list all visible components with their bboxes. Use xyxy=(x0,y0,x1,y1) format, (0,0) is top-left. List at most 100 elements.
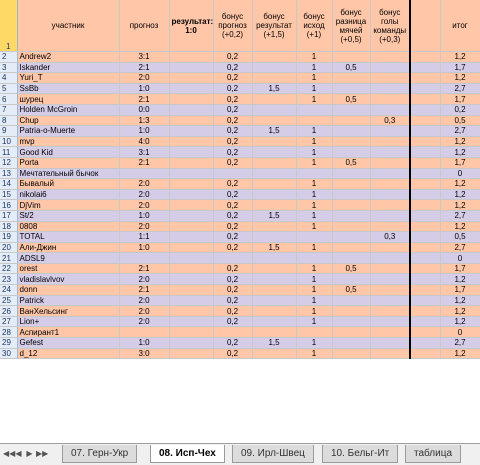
result-cell[interactable] xyxy=(169,252,214,264)
forecast-cell[interactable]: 2:0 xyxy=(119,189,170,201)
row-header[interactable]: 17 xyxy=(0,210,18,222)
col-bonus-forecast-header[interactable]: бонус прогноз (+0,2) xyxy=(213,0,253,52)
forecast-cell[interactable]: 3:0 xyxy=(119,348,170,360)
total-cell[interactable]: 0,5 xyxy=(440,115,480,127)
result-cell[interactable] xyxy=(169,273,214,286)
col-bonus-result-header[interactable]: бонус результат (+1,5) xyxy=(252,0,297,52)
spacer-cell[interactable] xyxy=(409,157,441,169)
row-header[interactable]: 1 xyxy=(0,0,18,52)
spacer-cell[interactable] xyxy=(409,348,441,360)
total-cell[interactable]: 1,2 xyxy=(440,199,480,211)
participant-cell[interactable]: Али-Джин xyxy=(17,242,120,254)
spacer-cell[interactable] xyxy=(409,305,441,317)
bonus-outcome-cell[interactable]: 1 xyxy=(296,178,333,190)
spacer-cell[interactable] xyxy=(409,189,441,201)
spacer-cell[interactable] xyxy=(409,125,441,137)
bonus-goal-diff-cell[interactable] xyxy=(332,295,371,307)
bonus-goal-diff-cell[interactable]: 0,5 xyxy=(332,263,371,275)
participant-cell[interactable]: Iskander xyxy=(17,62,120,74)
bonus-goal-diff-cell[interactable] xyxy=(332,199,371,211)
total-cell[interactable]: 1,2 xyxy=(440,316,480,328)
bonus-forecast-cell[interactable] xyxy=(213,326,253,339)
spacer-cell[interactable] xyxy=(409,115,441,127)
participant-cell[interactable]: Yuri_T xyxy=(17,72,120,84)
result-cell[interactable] xyxy=(169,189,214,201)
row-header[interactable]: 4 xyxy=(0,72,18,84)
forecast-cell[interactable]: 1:0 xyxy=(119,242,170,254)
row-header[interactable]: 3 xyxy=(0,62,18,74)
bonus-result-cell[interactable]: 1,5 xyxy=(252,242,297,254)
result-cell[interactable] xyxy=(169,199,214,211)
bonus-forecast-cell[interactable]: 0,2 xyxy=(213,136,253,148)
bonus-team-goals-cell[interactable] xyxy=(370,263,411,275)
bonus-team-goals-cell[interactable] xyxy=(370,273,411,286)
row-header[interactable]: 26 xyxy=(0,305,18,317)
bonus-team-goals-cell[interactable]: 0,3 xyxy=(370,231,411,243)
participant-cell[interactable]: vladislavlvov xyxy=(17,273,120,286)
total-cell[interactable]: 0 xyxy=(440,326,480,339)
bonus-goal-diff-cell[interactable] xyxy=(332,305,371,317)
total-cell[interactable]: 1,2 xyxy=(440,189,480,201)
bonus-result-cell[interactable] xyxy=(252,305,297,317)
bonus-result-cell[interactable] xyxy=(252,157,297,169)
total-cell[interactable]: 1,2 xyxy=(440,178,480,190)
forecast-cell[interactable]: 2:0 xyxy=(119,221,170,233)
total-cell[interactable]: 1,2 xyxy=(440,146,480,158)
last-sheet-icon[interactable]: ▶▶ xyxy=(36,449,49,458)
bonus-outcome-cell[interactable] xyxy=(296,104,333,116)
bonus-result-cell[interactable] xyxy=(252,146,297,158)
tab-10[interactable]: 10. Бельг-Ит xyxy=(322,445,399,463)
row-header[interactable]: 7 xyxy=(0,104,18,116)
spacer-cell[interactable] xyxy=(409,295,441,307)
result-cell[interactable] xyxy=(169,316,214,328)
bonus-outcome-cell[interactable]: 1 xyxy=(296,337,333,349)
bonus-goal-diff-cell[interactable] xyxy=(332,168,371,180)
participant-cell[interactable]: donn xyxy=(17,284,120,296)
bonus-forecast-cell[interactable]: 0,2 xyxy=(213,83,253,95)
bonus-result-cell[interactable] xyxy=(252,252,297,264)
forecast-cell[interactable]: 0:0 xyxy=(119,104,170,116)
forecast-cell[interactable]: 1:3 xyxy=(119,115,170,127)
bonus-goal-diff-cell[interactable] xyxy=(332,326,371,339)
next-sheet-icon[interactable]: ▶ xyxy=(26,449,33,458)
spacer-cell[interactable] xyxy=(409,199,441,211)
spacer-cell[interactable] xyxy=(409,72,441,84)
bonus-goal-diff-cell[interactable] xyxy=(332,115,371,127)
col-bonus-outcome-header[interactable]: бонус исход (+1) xyxy=(296,0,333,52)
bonus-forecast-cell[interactable]: 0,2 xyxy=(213,115,253,127)
bonus-forecast-cell[interactable] xyxy=(213,252,253,264)
bonus-goal-diff-cell[interactable] xyxy=(332,83,371,95)
spacer-cell[interactable] xyxy=(409,337,441,349)
forecast-cell[interactable]: 2:0 xyxy=(119,316,170,328)
forecast-cell[interactable]: 2:0 xyxy=(119,178,170,190)
forecast-cell[interactable]: 1:0 xyxy=(119,210,170,222)
bonus-outcome-cell[interactable] xyxy=(296,252,333,264)
total-cell[interactable]: 1,7 xyxy=(440,157,480,169)
bonus-team-goals-cell[interactable] xyxy=(370,326,411,339)
bonus-team-goals-cell[interactable] xyxy=(370,348,411,360)
tab-08-active[interactable]: 08. Исп-Чех xyxy=(150,445,225,463)
bonus-team-goals-cell[interactable] xyxy=(370,316,411,328)
participant-cell[interactable]: Chup xyxy=(17,115,120,127)
row-header[interactable]: 6 xyxy=(0,93,18,105)
spacer-cell[interactable] xyxy=(409,83,441,95)
bonus-outcome-cell[interactable]: 1 xyxy=(296,157,333,169)
bonus-goal-diff-cell[interactable] xyxy=(332,252,371,264)
bonus-outcome-cell[interactable]: 1 xyxy=(296,51,333,63)
forecast-cell[interactable]: 2:0 xyxy=(119,72,170,84)
forecast-cell[interactable]: 2:1 xyxy=(119,93,170,105)
bonus-outcome-cell[interactable]: 1 xyxy=(296,199,333,211)
forecast-cell[interactable]: 2:0 xyxy=(119,295,170,307)
result-cell[interactable] xyxy=(169,210,214,222)
bonus-goal-diff-cell[interactable]: 0,5 xyxy=(332,93,371,105)
row-header[interactable]: 29 xyxy=(0,337,18,349)
bonus-forecast-cell[interactable]: 0,2 xyxy=(213,72,253,84)
total-cell[interactable]: 0,5 xyxy=(440,231,480,243)
spacer-cell[interactable] xyxy=(409,273,441,286)
bonus-result-cell[interactable]: 1,5 xyxy=(252,83,297,95)
bonus-team-goals-cell[interactable] xyxy=(370,62,411,74)
participant-cell[interactable]: ADSL9 xyxy=(17,252,120,264)
bonus-team-goals-cell[interactable] xyxy=(370,295,411,307)
participant-cell[interactable]: ВанХельсинг xyxy=(17,305,120,317)
row-header[interactable]: 19 xyxy=(0,231,18,243)
